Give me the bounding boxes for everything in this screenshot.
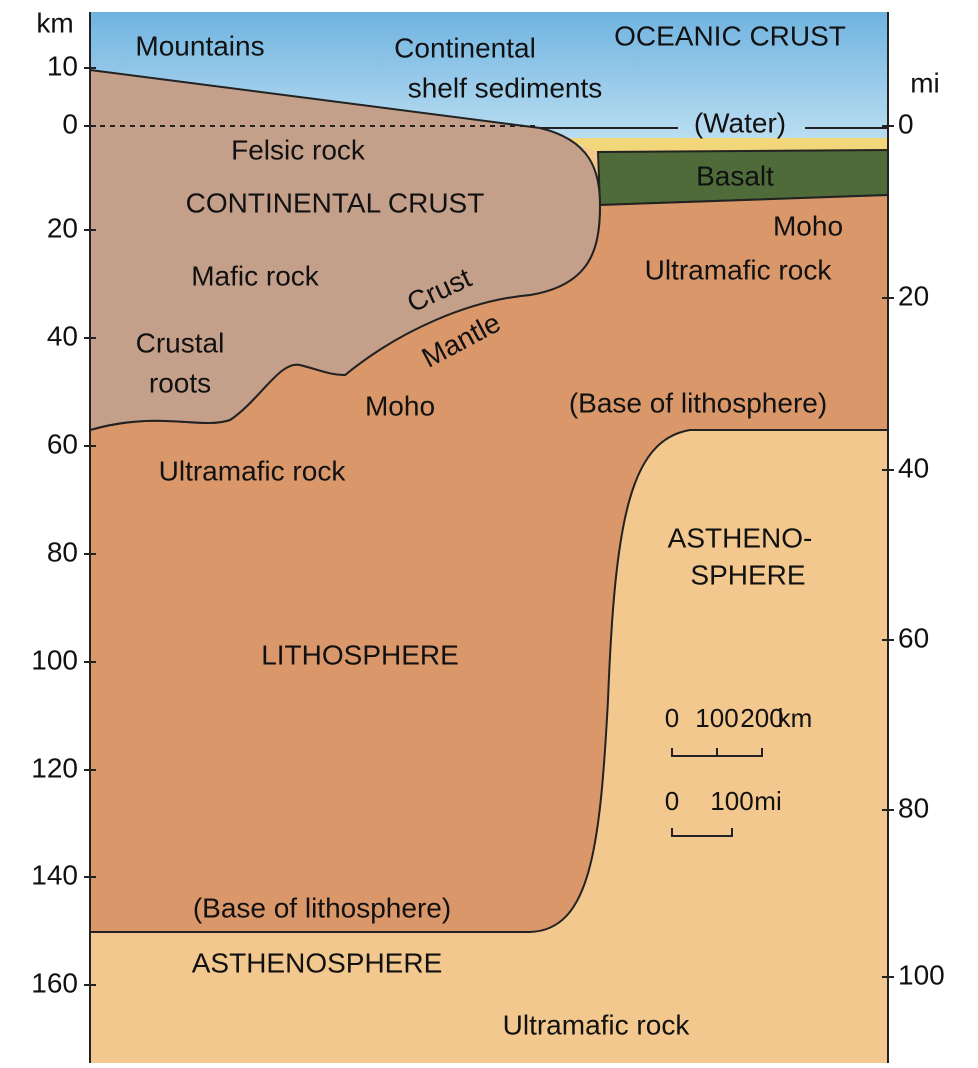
- continental-crust: [89, 68, 602, 432]
- right-tick-label: 80: [898, 792, 929, 823]
- left-tick-label: 10: [47, 50, 78, 81]
- left-tick-label: 60: [47, 428, 78, 459]
- km-scale-label: 0: [665, 703, 679, 733]
- left-tick-label: 0: [62, 108, 78, 139]
- label: Moho: [773, 210, 843, 241]
- label: Mafic rock: [191, 260, 320, 291]
- label: Basalt: [696, 160, 774, 191]
- km-scale-label: 100: [695, 703, 738, 733]
- label: Mountains: [135, 30, 264, 61]
- mi-scale-label: 0: [665, 786, 679, 816]
- left-tick-label: 80: [47, 536, 78, 567]
- scale-bars: [671, 748, 763, 837]
- left-axis-unit: km: [36, 7, 73, 38]
- label: (Water): [694, 107, 786, 138]
- label: CONTINENTAL CRUST: [186, 187, 485, 218]
- km-scale: [671, 748, 763, 757]
- label: shelf sediments: [408, 72, 603, 103]
- label: Moho: [365, 390, 435, 421]
- right-tick-label: 60: [898, 622, 929, 653]
- right-tick-label: 0: [898, 108, 914, 139]
- label: ASTHENOSPHERE: [192, 947, 443, 978]
- label: Felsic rock: [231, 134, 366, 165]
- mi-scale: [671, 828, 733, 837]
- right-tick-label: 100: [898, 959, 945, 990]
- label: roots: [149, 367, 211, 398]
- mi-scale-label: 100: [710, 786, 753, 816]
- left-tick-label: 100: [31, 644, 78, 675]
- right-tick-label: 40: [898, 452, 929, 483]
- left-tick-label: 20: [47, 212, 78, 243]
- left-tick-label: 120: [31, 752, 78, 783]
- label: SPHERE: [690, 559, 805, 590]
- label: OCEANIC CRUST: [614, 20, 846, 51]
- right-tick-label: 20: [898, 280, 929, 311]
- label: Ultramafic rock: [159, 455, 347, 486]
- km-scale-unit: km: [778, 703, 813, 733]
- right-axis-unit: mi: [910, 67, 940, 98]
- sediments: [560, 138, 888, 152]
- left-tick-label: 140: [31, 859, 78, 890]
- label: (Base of lithosphere): [193, 892, 451, 923]
- mi-scale-unit: mi: [754, 786, 781, 816]
- left-tick-label: 160: [31, 967, 78, 998]
- label: Ultramafic rock: [645, 254, 833, 285]
- label: LITHOSPHERE: [261, 639, 459, 670]
- label: Ultramafic rock: [503, 1009, 691, 1040]
- label: Continental: [394, 32, 536, 63]
- left-tick-label: 40: [47, 320, 78, 351]
- label: (Base of lithosphere): [569, 387, 827, 418]
- label: ASTHENO-: [668, 522, 813, 553]
- label: Crustal: [136, 327, 225, 358]
- km-scale-label: 200: [740, 703, 783, 733]
